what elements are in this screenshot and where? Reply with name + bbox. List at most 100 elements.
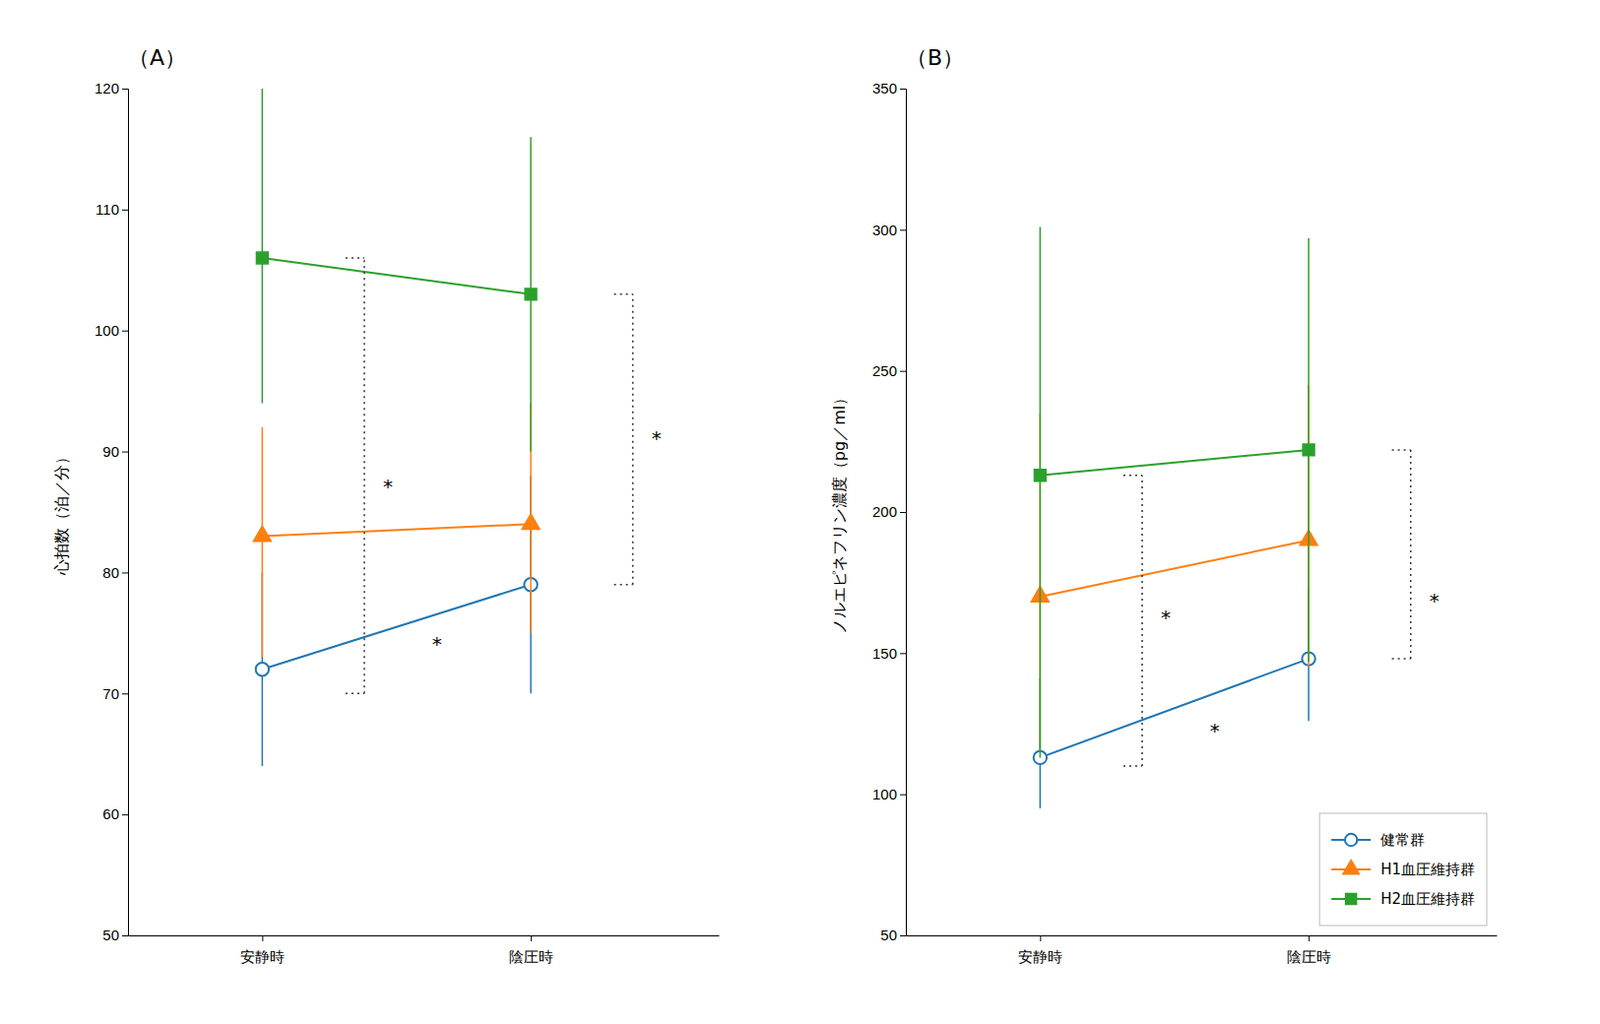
x-tick-label: 安静時 xyxy=(1018,948,1063,965)
y-axis-title: ノルエピネフリン濃度（pg／ml） xyxy=(830,389,849,635)
x-tick-mark xyxy=(1039,935,1041,942)
bracket-line xyxy=(632,294,635,585)
plot-area xyxy=(253,88,633,767)
annotation: * xyxy=(1160,605,1171,630)
error-bar xyxy=(261,427,264,657)
legend-marker xyxy=(1345,894,1357,905)
series xyxy=(256,475,538,767)
bracket-line xyxy=(1409,449,1412,659)
y-axis-title: 心拍数（泊／分） xyxy=(52,448,71,576)
y-tick-mark xyxy=(122,88,128,90)
legend: 健常群H1血圧維持群H2血圧維持群 xyxy=(1319,813,1487,926)
y-tick-mark xyxy=(899,229,906,231)
y-tick: 250 xyxy=(872,362,906,380)
y-tick-mark xyxy=(122,330,128,332)
chart-title: （B） xyxy=(905,45,964,70)
annotation: * xyxy=(383,474,393,499)
annotation: * xyxy=(1210,718,1220,743)
point xyxy=(1302,444,1315,456)
y-tick: 50 xyxy=(880,926,906,944)
point xyxy=(253,525,271,542)
series xyxy=(253,402,540,657)
point xyxy=(521,513,540,530)
legend-label: H1血圧維持群 xyxy=(1380,860,1475,879)
y-tick: 100 xyxy=(94,321,128,339)
y-axis: 50100150200250300350 xyxy=(872,79,907,944)
y-tick: 110 xyxy=(95,200,128,218)
annotation: * xyxy=(1429,588,1440,613)
panel: 50100150200250300350安静時陰圧時（B）ノルエピネフリン濃度（… xyxy=(830,45,1498,965)
chart-title: （A） xyxy=(128,45,187,70)
legend-label: H2血圧維持群 xyxy=(1380,890,1475,908)
series-line xyxy=(1039,540,1309,597)
series xyxy=(1033,226,1315,758)
x-axis: 安静時 陰圧時 xyxy=(906,935,1498,965)
y-tick-label: 90 xyxy=(102,443,120,460)
annotation: * xyxy=(432,632,443,656)
y-tick-mark xyxy=(899,371,906,373)
x-tick: 陰圧時 xyxy=(1286,935,1332,965)
series xyxy=(1030,384,1318,753)
y-tick-mark xyxy=(122,814,128,816)
y-tick: 60 xyxy=(102,805,128,823)
y-tick-mark xyxy=(122,451,128,453)
bracket-notch xyxy=(345,693,365,696)
x-tick-mark xyxy=(1308,935,1310,942)
bracket-notch xyxy=(1123,474,1143,477)
y-axis-line xyxy=(899,89,907,937)
y-tick: 200 xyxy=(872,503,906,520)
error-bar xyxy=(261,88,264,403)
y-tick-label: 50 xyxy=(102,926,120,944)
series-line xyxy=(261,523,531,536)
y-tick: 80 xyxy=(102,564,128,581)
y-tick: 300 xyxy=(872,221,906,239)
bracket-line xyxy=(363,257,366,694)
x-axis-line xyxy=(906,935,1498,937)
y-tick: 70 xyxy=(102,685,128,703)
y-tick-mark xyxy=(899,652,906,654)
series xyxy=(1033,587,1316,809)
y-tick-mark xyxy=(122,935,128,937)
y-tick-mark xyxy=(122,693,128,695)
annotations: * * * xyxy=(1160,588,1440,743)
legend-marker xyxy=(1344,833,1357,846)
y-axis-line xyxy=(122,89,129,937)
bracket-notch xyxy=(614,583,634,586)
y-tick-label: 150 xyxy=(872,644,897,662)
y-tick-mark xyxy=(899,935,906,937)
x-tick: 安静時 xyxy=(240,935,285,965)
bracket-notch xyxy=(1392,657,1411,660)
point xyxy=(256,662,269,676)
chart-svg: 5060708090100110120安静時陰圧時（A）心拍数（泊／分）***5… xyxy=(0,0,1600,1024)
x-tick-mark xyxy=(530,935,532,942)
x-tick-mark xyxy=(261,935,263,942)
y-tick-label: 300 xyxy=(872,221,897,239)
y-tick-label: 70 xyxy=(102,685,120,703)
x-axis: 安静時陰圧時 xyxy=(128,935,720,965)
x-tick-label: 陰圧時 xyxy=(1286,948,1332,965)
y-tick-mark xyxy=(122,209,128,211)
y-tick: 90 xyxy=(102,443,128,460)
bracket-notch xyxy=(345,256,365,259)
series-line xyxy=(1039,449,1309,476)
point xyxy=(1033,469,1046,482)
series-line xyxy=(261,584,531,670)
y-tick-label: 100 xyxy=(94,321,120,339)
y-tick-label: 250 xyxy=(872,362,897,380)
y-tick-label: 110 xyxy=(95,200,120,218)
y-tick: 150 xyxy=(872,644,906,662)
bracket-notch xyxy=(1392,448,1411,451)
point xyxy=(256,252,268,264)
y-tick-mark xyxy=(899,88,906,90)
bracket-notch xyxy=(1123,765,1143,768)
x-tick: 安静時 xyxy=(1018,935,1063,965)
y-tick-label: 100 xyxy=(872,785,897,803)
x-tick-label: 安静時 xyxy=(240,948,285,965)
series xyxy=(256,88,537,452)
y-tick-label: 50 xyxy=(880,926,897,944)
y-tick-mark xyxy=(899,794,906,796)
legend-box xyxy=(1319,813,1487,926)
annotation: * xyxy=(651,426,662,450)
y-tick: 100 xyxy=(872,785,906,803)
y-tick-mark xyxy=(899,512,906,513)
